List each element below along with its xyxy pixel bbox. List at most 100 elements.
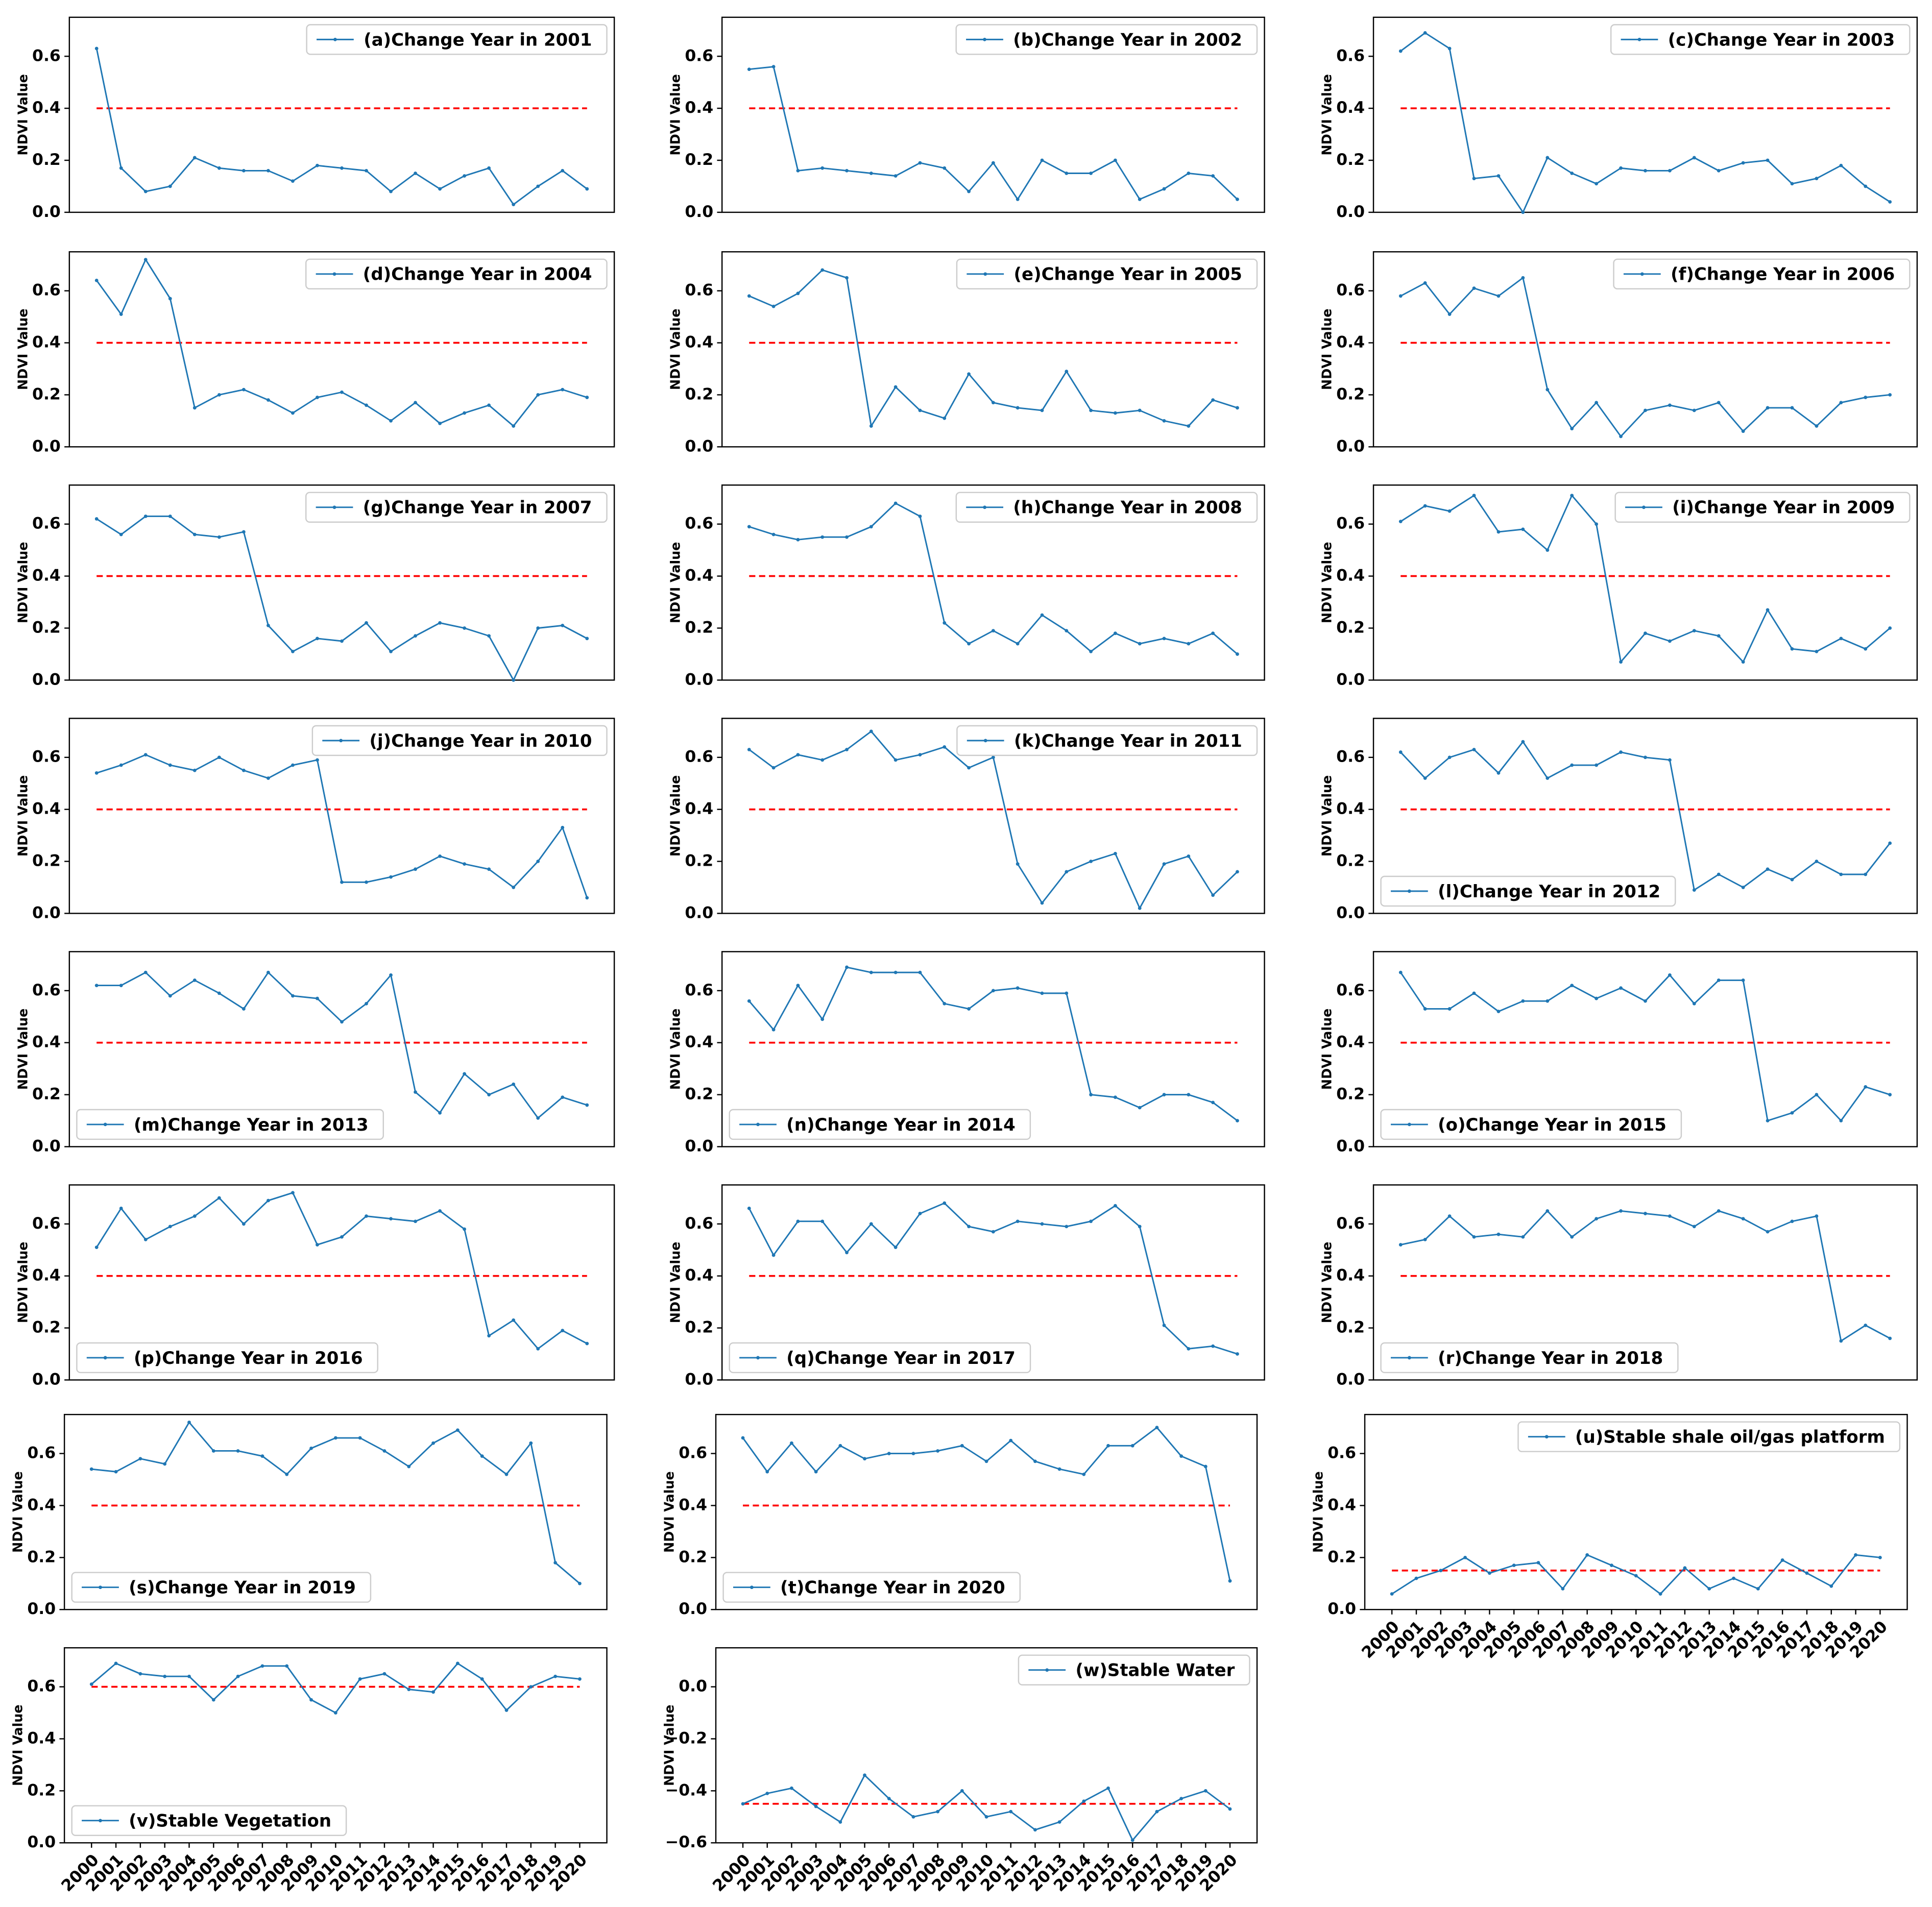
data-point bbox=[1016, 406, 1020, 410]
data-point bbox=[1033, 1459, 1037, 1463]
y-tick-label: 0.0 bbox=[1336, 903, 1365, 922]
y-tick-label: 0.4 bbox=[32, 567, 61, 585]
data-point bbox=[1512, 1563, 1516, 1568]
y-tick-label: 0.2 bbox=[32, 385, 61, 404]
legend-box bbox=[1018, 1654, 1250, 1685]
data-point bbox=[1570, 1235, 1574, 1239]
data-point bbox=[309, 1698, 313, 1702]
data-point bbox=[1082, 1799, 1086, 1803]
y-tick-label: 0.2 bbox=[1336, 1085, 1365, 1104]
data-point bbox=[1521, 210, 1525, 214]
data-point bbox=[504, 1708, 509, 1712]
data-point bbox=[291, 649, 295, 653]
y-tick-label: 0.6 bbox=[1336, 1214, 1365, 1233]
legend: (n)Change Year in 2014 bbox=[729, 1109, 1031, 1140]
legend-marker bbox=[332, 505, 336, 509]
data-point bbox=[820, 1219, 825, 1224]
data-point bbox=[1668, 973, 1672, 977]
y-axis-label: NDVI Value bbox=[15, 74, 30, 156]
data-point bbox=[553, 1674, 558, 1678]
y-tick-label: 0.6 bbox=[1336, 281, 1365, 300]
data-point bbox=[529, 1685, 533, 1689]
y-tick-label: 0.2 bbox=[685, 385, 713, 404]
legend-marker bbox=[1642, 505, 1646, 509]
plot-frame bbox=[68, 718, 615, 914]
y-tick-label: 0.0 bbox=[1336, 203, 1365, 221]
y-tick-label: 0.4 bbox=[685, 1033, 713, 1052]
data-point bbox=[585, 896, 589, 900]
legend-box bbox=[1517, 1421, 1901, 1452]
legend-marker bbox=[1045, 1668, 1049, 1672]
data-point bbox=[119, 984, 123, 987]
y-tick-label: 0.4 bbox=[685, 99, 713, 117]
y-axis-label: NDVI Value bbox=[15, 309, 30, 390]
data-point bbox=[1619, 1209, 1623, 1213]
data-point bbox=[1839, 637, 1843, 641]
y-axis-label: NDVI Value bbox=[15, 1242, 30, 1324]
data-point bbox=[1570, 427, 1574, 431]
data-point bbox=[869, 424, 873, 428]
legend-label: (j)Change Year in 2010 bbox=[369, 731, 592, 751]
data-point bbox=[1155, 1810, 1159, 1814]
data-point bbox=[414, 1219, 417, 1224]
data-point bbox=[1766, 406, 1770, 410]
data-point bbox=[893, 758, 898, 762]
data-point bbox=[918, 161, 922, 165]
plot-frame bbox=[68, 251, 615, 448]
data-point bbox=[512, 424, 516, 428]
y-tick-label: 0.4 bbox=[685, 567, 713, 585]
y-axis-label: NDVI Value bbox=[668, 542, 683, 624]
data-point bbox=[561, 169, 565, 173]
plot-frame bbox=[1372, 718, 1918, 914]
data-point bbox=[389, 973, 393, 977]
data-point bbox=[887, 1452, 891, 1455]
data-point bbox=[585, 396, 589, 399]
y-tick-label: −0.6 bbox=[665, 1833, 707, 1851]
data-point bbox=[771, 1028, 776, 1032]
data-point bbox=[1089, 172, 1093, 175]
data-point bbox=[796, 753, 800, 757]
y-tick-label: 0.6 bbox=[27, 1677, 56, 1696]
y-tick-label: 0.2 bbox=[32, 619, 61, 637]
data-point bbox=[1162, 187, 1166, 191]
data-point bbox=[217, 166, 221, 170]
data-point bbox=[943, 621, 947, 625]
plot-frame bbox=[721, 251, 1265, 448]
series-line bbox=[95, 1191, 588, 1350]
data-point bbox=[242, 169, 246, 173]
data-point bbox=[1236, 1352, 1239, 1356]
data-point bbox=[1692, 408, 1696, 412]
legend-box bbox=[955, 492, 1258, 523]
data-point bbox=[1595, 996, 1599, 1000]
y-tick-label: 0.2 bbox=[1336, 1318, 1365, 1337]
y-tick-label: 0.0 bbox=[685, 1370, 713, 1388]
data-point bbox=[1447, 509, 1452, 513]
y-tick-label: 0.0 bbox=[1336, 1370, 1365, 1388]
data-point bbox=[1398, 970, 1403, 974]
data-point bbox=[168, 184, 172, 188]
data-point bbox=[316, 163, 319, 167]
data-point bbox=[407, 1688, 411, 1692]
data-point bbox=[1644, 631, 1647, 635]
data-point bbox=[192, 156, 197, 160]
data-point bbox=[291, 994, 295, 998]
y-tick-label: 0.6 bbox=[32, 515, 61, 533]
data-point bbox=[991, 755, 995, 760]
data-point bbox=[143, 258, 148, 261]
data-point bbox=[487, 403, 491, 407]
legend-label: (w)Stable Water bbox=[1076, 1660, 1235, 1680]
legend-marker bbox=[983, 272, 987, 276]
data-point bbox=[192, 979, 197, 982]
data-point bbox=[260, 1664, 264, 1668]
data-point bbox=[918, 753, 922, 757]
legend-label: (e)Change Year in 2005 bbox=[1014, 264, 1242, 284]
data-point bbox=[918, 1212, 922, 1215]
data-point bbox=[1398, 294, 1403, 298]
data-point bbox=[1162, 1093, 1166, 1096]
y-tick-label: 0.4 bbox=[32, 800, 61, 818]
y-tick-label: 0.0 bbox=[685, 203, 713, 221]
data-point bbox=[1766, 608, 1770, 612]
series-line bbox=[1400, 276, 1890, 438]
data-point bbox=[771, 65, 776, 69]
